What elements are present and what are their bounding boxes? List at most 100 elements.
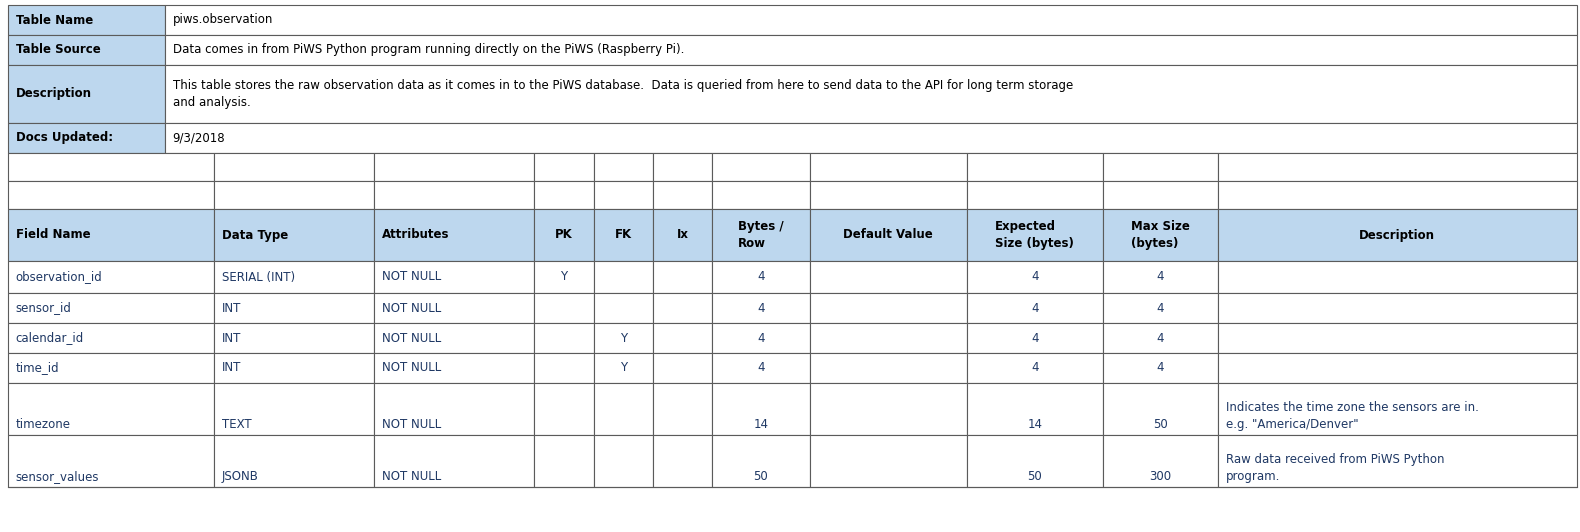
Text: NOT NULL: NOT NULL [382,418,441,431]
Bar [374,261,534,293]
Text: Y: Y [619,331,627,345]
Text: INT: INT [221,302,240,314]
Bar [967,323,1103,353]
Text: Max Size
(bytes): Max Size (bytes) [1131,220,1190,250]
Text: piws.observation: piws.observation [172,13,273,27]
Bar [164,65,1577,123]
Bar [1103,293,1218,323]
Bar [713,383,811,435]
Bar [534,293,594,323]
Text: 4: 4 [757,362,765,375]
Text: NOT NULL: NOT NULL [382,331,441,345]
Bar [653,293,713,323]
Text: Data comes in from PiWS Python program running directly on the PiWS (Raspberry P: Data comes in from PiWS Python program r… [172,44,684,56]
Text: 4: 4 [1030,270,1038,284]
Bar [811,383,967,435]
Bar [534,209,594,261]
Text: Table Source: Table Source [16,44,101,56]
Bar [374,153,534,181]
Text: 4: 4 [1157,331,1164,345]
Bar [374,383,534,435]
Bar [713,261,811,293]
Text: NOT NULL: NOT NULL [382,302,441,314]
Text: INT: INT [221,362,240,375]
Bar [1218,323,1577,353]
Bar [8,293,213,323]
Bar [811,153,967,181]
Bar [811,435,967,487]
Bar [1103,209,1218,261]
Bar [534,383,594,435]
Text: Field Name: Field Name [16,229,90,242]
Bar [1103,435,1218,487]
Bar [653,209,713,261]
Text: Description: Description [1359,229,1435,242]
Bar [534,181,594,209]
Bar [653,435,713,487]
Text: Expected
Size (bytes): Expected Size (bytes) [995,220,1074,250]
Text: NOT NULL: NOT NULL [382,270,441,284]
Bar [967,383,1103,435]
Bar [967,293,1103,323]
Bar [1218,181,1577,209]
Bar [594,383,653,435]
Text: Default Value: Default Value [844,229,934,242]
Bar [8,383,213,435]
Bar [8,5,164,35]
Bar [1103,181,1218,209]
Bar [594,293,653,323]
Bar [653,323,713,353]
Text: FK: FK [615,229,632,242]
Bar [1218,435,1577,487]
Text: 9/3/2018: 9/3/2018 [172,131,226,145]
Bar [534,435,594,487]
Text: time_id: time_id [16,362,60,375]
Text: Data Type: Data Type [221,229,288,242]
Bar [374,353,534,383]
Bar [1103,353,1218,383]
Bar [713,293,811,323]
Bar [534,153,594,181]
Bar [713,153,811,181]
Text: Y: Y [561,270,567,284]
Text: 300: 300 [1149,470,1171,483]
Bar [213,323,374,353]
Bar [811,181,967,209]
Bar [534,261,594,293]
Bar [713,181,811,209]
Bar [653,353,713,383]
Bar [213,353,374,383]
Bar [811,293,967,323]
Text: 50: 50 [1027,470,1043,483]
Bar [8,181,213,209]
Text: JSONB: JSONB [221,470,259,483]
Bar [967,153,1103,181]
Text: Indicates the time zone the sensors are in.
e.g. "America/Denver": Indicates the time zone the sensors are … [1226,402,1479,431]
Bar [1103,323,1218,353]
Bar [594,181,653,209]
Text: NOT NULL: NOT NULL [382,362,441,375]
Bar [8,353,213,383]
Bar [8,123,164,153]
Bar [8,209,213,261]
Bar [8,435,213,487]
Bar [594,323,653,353]
Bar [213,293,374,323]
Text: Table Name: Table Name [16,13,93,27]
Text: 4: 4 [1030,362,1038,375]
Text: 4: 4 [1157,270,1164,284]
Bar [8,261,213,293]
Bar [164,123,1577,153]
Text: This table stores the raw observation data as it comes in to the PiWS database. : This table stores the raw observation da… [172,79,1073,109]
Text: NOT NULL: NOT NULL [382,470,441,483]
Text: Bytes /
Row: Bytes / Row [738,220,784,250]
Text: SERIAL (INT): SERIAL (INT) [221,270,294,284]
Bar [374,181,534,209]
Bar [213,181,374,209]
Bar [8,153,213,181]
Bar [967,353,1103,383]
Text: 14: 14 [1027,418,1043,431]
Text: INT: INT [221,331,240,345]
Bar [1218,153,1577,181]
Bar [1103,153,1218,181]
